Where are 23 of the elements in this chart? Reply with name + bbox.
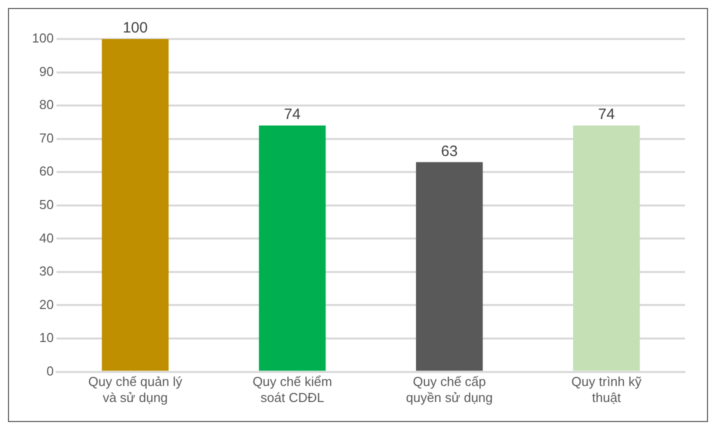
bar <box>102 39 169 371</box>
bar <box>416 162 483 371</box>
y-tick-label: 10 <box>39 330 54 346</box>
y-tick-label: 0 <box>46 363 54 378</box>
y-tick-label: 80 <box>39 97 54 112</box>
x-tick-label: Quy chế kiểm soát CDĐL <box>252 374 332 405</box>
y-tick-label: 60 <box>39 164 54 179</box>
y-tick-label: 30 <box>39 264 54 279</box>
x-tick-label: Quy chế quản lý và sử dụng <box>88 374 183 405</box>
x-tick-label: Quy chế cấp quyền sử dụng <box>406 374 493 405</box>
bar <box>258 126 326 371</box>
y-tick-label: 100 <box>32 30 54 46</box>
y-tick-label: 90 <box>39 64 54 79</box>
y-tick-label: 50 <box>39 196 54 212</box>
data-label: 100 <box>122 20 148 37</box>
x-tick-label: Quy trình kỹ thuật <box>571 374 642 405</box>
y-tick-label: 70 <box>39 130 54 146</box>
data-label: 74 <box>284 106 301 124</box>
data-label: 63 <box>441 142 458 160</box>
data-label: 74 <box>598 106 615 124</box>
bar <box>573 126 640 371</box>
y-tick-label: 40 <box>39 230 54 246</box>
y-tick-label: 20 <box>39 296 54 312</box>
